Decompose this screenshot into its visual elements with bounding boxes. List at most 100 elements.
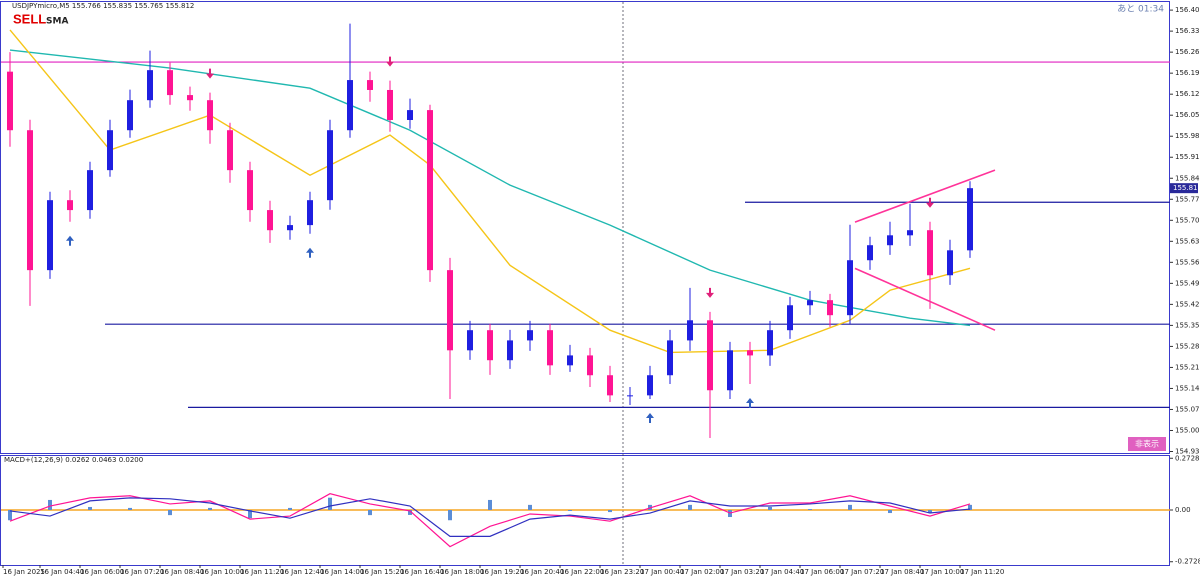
- macd-histogram-bar: [448, 510, 452, 521]
- candle-body: [707, 320, 713, 391]
- macd-signal-line: [9, 497, 971, 537]
- buy-arrow: [646, 412, 654, 423]
- candle-body: [647, 375, 653, 396]
- macd-histogram-bar: [8, 510, 12, 521]
- candle-body: [247, 170, 253, 211]
- y-tick-label: 156.335: [1175, 27, 1200, 35]
- x-tick-label: 16 Jan 08:40: [160, 568, 204, 576]
- macd-histogram-bar: [128, 507, 132, 510]
- signal-text: SELL: [13, 11, 46, 26]
- candle-body: [687, 320, 693, 341]
- y-tick-label: 155.285: [1175, 342, 1200, 350]
- macd-histogram-bar: [768, 506, 772, 510]
- macd-histogram-bar: [688, 504, 692, 510]
- y-tick-label: 155.495: [1175, 279, 1200, 287]
- macd-y-tick-label: -0.2728: [1175, 558, 1200, 566]
- x-tick-label: 16 Jan 19:20: [480, 568, 524, 576]
- candle-body: [287, 225, 293, 231]
- y-tick-label: 155.215: [1175, 363, 1200, 371]
- y-tick-label: 155.355: [1175, 321, 1200, 329]
- macd-histogram-bar: [368, 510, 372, 516]
- y-tick-label: 155.425: [1175, 300, 1200, 308]
- y-tick-label: 156.055: [1175, 111, 1200, 119]
- candle-body: [467, 330, 473, 351]
- candle-body: [187, 95, 193, 101]
- macd-histogram-bar: [48, 499, 52, 510]
- candle-body: [907, 230, 913, 236]
- sell-arrow: [206, 68, 214, 79]
- candle-body: [807, 300, 813, 306]
- y-tick-label: 155.565: [1175, 258, 1200, 266]
- x-tick-label: 17 Jan 10:00: [920, 568, 964, 576]
- trendline: [854, 169, 996, 223]
- macd-histogram-bar: [328, 497, 332, 510]
- signal-sub: SMA: [46, 17, 68, 27]
- macd-histogram-bar: [608, 510, 612, 513]
- y-tick-label: 155.075: [1175, 405, 1200, 413]
- candle-body: [207, 100, 213, 131]
- sell-arrow: [926, 197, 934, 208]
- x-tick-label: 16 Jan 22:00: [560, 568, 604, 576]
- current-price-box: [1170, 183, 1198, 194]
- y-tick-label: 154.935: [1175, 447, 1200, 455]
- hide-button-label[interactable]: 非表示: [1135, 439, 1159, 449]
- macd-histogram-bar: [808, 509, 812, 510]
- candle-body: [607, 375, 613, 396]
- candle-body: [527, 330, 533, 341]
- y-tick-label: 155.985: [1175, 132, 1200, 140]
- macd-title: MACD+(12,26,9) 0.0262 0.0463 0.0200: [4, 456, 143, 464]
- x-tick-label: 17 Jan 02:00: [680, 568, 724, 576]
- x-tick-label: 17 Jan 11:20: [960, 568, 1004, 576]
- moving-average: [9, 49, 971, 327]
- y-tick-label: 155.145: [1175, 384, 1200, 392]
- macd-y-tick-label: 0.2728: [1175, 454, 1200, 462]
- x-tick-label: 16 Jan 12:40: [280, 568, 324, 576]
- x-tick-label: 16 Jan 23:20: [600, 568, 644, 576]
- candle-body: [567, 355, 573, 366]
- x-tick-label: 16 Jan 2025: [3, 568, 45, 576]
- x-tick-label: 17 Jan 08:40: [880, 568, 924, 576]
- hide-button[interactable]: [1128, 437, 1166, 451]
- y-tick-label: 155.775: [1175, 195, 1200, 203]
- sell-arrow: [706, 287, 714, 298]
- macd-y-tick-label: 0.00: [1175, 506, 1191, 514]
- candle-body: [587, 355, 593, 376]
- macd-histogram-bar: [528, 504, 532, 510]
- candle-body: [127, 100, 133, 131]
- x-tick-label: 17 Jan 00:40: [640, 568, 684, 576]
- y-tick-label: 155.915: [1175, 153, 1200, 161]
- sell-arrow: [386, 56, 394, 67]
- candle-body: [7, 71, 13, 131]
- candle-body: [87, 170, 93, 211]
- candle-body: [427, 110, 433, 271]
- candle-body: [267, 210, 273, 231]
- candle-body: [787, 305, 793, 331]
- x-tick-label: 16 Jan 07:20: [120, 568, 164, 576]
- chart-title: USDJPYmicro,M5 155.766 155.835 155.765 1…: [12, 2, 194, 10]
- candle-body: [947, 250, 953, 276]
- macd-line: [9, 493, 971, 548]
- x-tick-label: 16 Jan 14:00: [320, 568, 364, 576]
- macd-histogram-bar: [288, 507, 292, 510]
- trendline: [854, 267, 996, 331]
- y-tick-label: 156.405: [1175, 6, 1200, 14]
- candle-body: [407, 110, 413, 121]
- y-tick-label: 156.265: [1175, 48, 1200, 56]
- candle-body: [747, 350, 753, 356]
- current-price-label: 155.812: [1173, 184, 1200, 192]
- x-tick-label: 16 Jan 11:20: [240, 568, 284, 576]
- macd-histogram-bar: [568, 510, 572, 511]
- x-tick-label: 16 Jan 18:00: [440, 568, 484, 576]
- candle-body: [327, 130, 333, 201]
- macd-histogram-bar: [408, 510, 412, 515]
- candle-body: [307, 200, 313, 226]
- x-tick-label: 17 Jan 07:20: [840, 568, 884, 576]
- macd-histogram-bar: [848, 504, 852, 510]
- candle-body: [887, 235, 893, 246]
- x-tick-label: 16 Jan 04:40: [40, 568, 84, 576]
- candle-body: [367, 80, 373, 90]
- countdown: あと 01:34: [1117, 4, 1164, 15]
- candle-body: [927, 230, 933, 276]
- candle-body: [387, 89, 393, 121]
